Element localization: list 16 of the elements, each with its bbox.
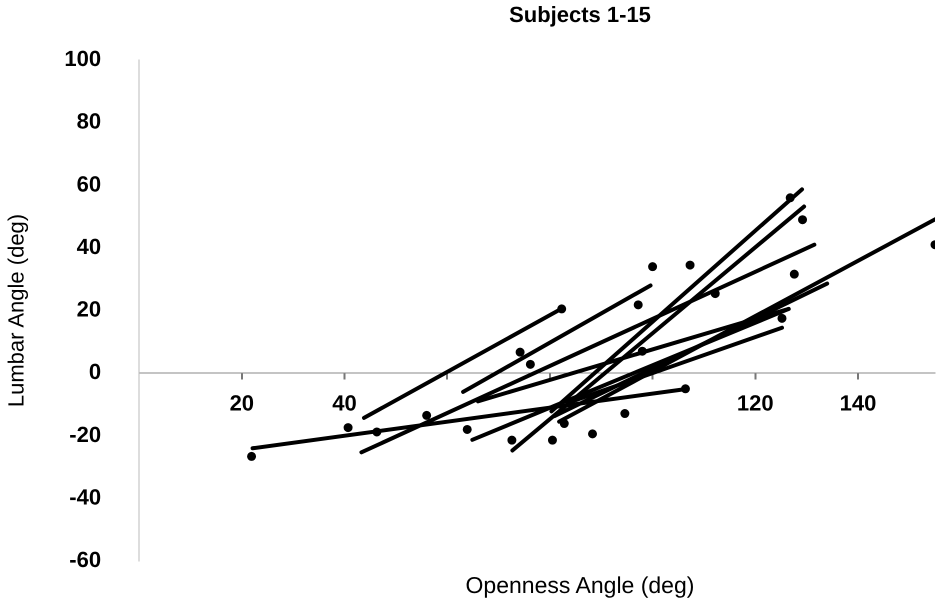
x-tick-label: 20 [230,390,254,416]
y-tick-label: 40 [76,234,102,259]
y-tick-label: -40 [69,484,102,510]
y-tick-label: 0 [88,359,102,384]
x-tick-label: 120 [736,390,774,416]
x-axis-title: Openness Angle (deg) [464,572,696,599]
y-tick-label: 100 [64,46,102,72]
y-tick-label: 60 [76,171,102,196]
y-axis-title: Lumbar Angle (deg) [3,214,28,408]
x-tick-label: 140 [840,390,876,416]
x-tick-label: 40 [332,390,357,416]
y-tick-label: 80 [76,108,102,134]
chart-title: Subjects 1-15 [508,2,652,28]
y-tick-label: 20 [76,296,102,322]
y-tick-label: -20 [69,422,102,447]
y-tick-label: -60 [69,547,102,572]
